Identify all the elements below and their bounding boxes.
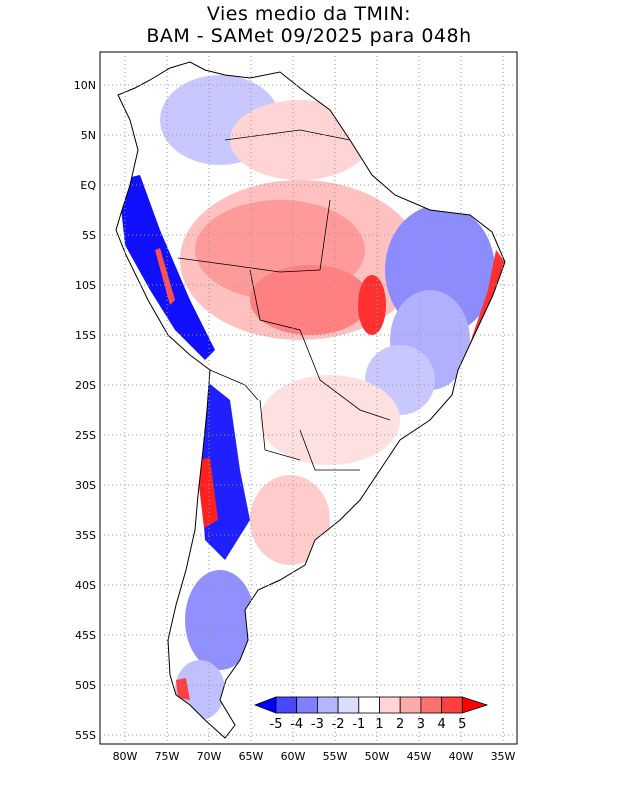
x-tick: 45W (407, 750, 432, 763)
y-tick: 20S (75, 379, 96, 392)
colorbar-label: 3 (417, 717, 425, 732)
x-tick: 70W (197, 750, 222, 763)
colorbar-swatch (316, 696, 339, 714)
y-tick: 30S (75, 479, 96, 492)
y-tick: EQ (80, 179, 96, 192)
y-tick: 50S (75, 679, 96, 692)
y-tick: 15S (75, 329, 96, 342)
x-tick: 80W (113, 750, 138, 763)
x-tick: 55W (323, 750, 348, 763)
x-axis: 80W 75W 70W 65W 60W 55W 50W 45W 40W 35W (113, 750, 516, 763)
colorbar-label: 2 (396, 717, 404, 732)
x-tick: 40W (449, 750, 474, 763)
colorbar-label: 5 (458, 717, 466, 732)
colorbar-label: -1 (352, 717, 365, 732)
colorbar-swatch (420, 696, 442, 714)
colorbar-label: 1 (375, 717, 383, 732)
map-title-line1: Vies medio da TMIN: (206, 3, 412, 25)
colorbar-swatch (296, 696, 318, 714)
y-tick: 10N (74, 79, 96, 92)
colorbar-label: -3 (311, 717, 324, 732)
colorbar-swatch (441, 696, 463, 714)
y-tick: 25S (75, 429, 96, 442)
colorbar-swatch (337, 696, 360, 714)
y-tick: 5N (81, 129, 96, 142)
colorbar-swatch (379, 696, 401, 714)
y-tick: 35S (75, 529, 96, 542)
colorbar-swatch (358, 696, 380, 714)
y-tick: 45S (75, 629, 96, 642)
x-tick: 35W (491, 750, 516, 763)
colorbar-label: -4 (290, 717, 303, 732)
x-tick: 65W (239, 750, 264, 763)
colorbar-label: -5 (270, 717, 283, 732)
x-tick: 60W (281, 750, 306, 763)
colorbar-label: 4 (437, 717, 445, 732)
map-title-line2: BAM - SAMet 09/2025 para 048h (146, 25, 472, 47)
colorbar-label: -2 (332, 717, 345, 732)
colorbar-swatch (275, 696, 298, 714)
colorbar: -5 -4 -3 -2 -1 1 2 3 4 5 (253, 696, 489, 732)
colorbar-swatch (461, 696, 489, 714)
x-tick: 75W (155, 750, 180, 763)
y-tick: 55S (75, 729, 96, 742)
colorbar-swatch (399, 696, 422, 714)
gridlines (100, 52, 517, 744)
y-tick: 10S (75, 279, 96, 292)
y-axis: 10N 5N EQ 5S 10S 15S 20S 25S 30S 35S 40S… (74, 79, 97, 742)
y-tick: 40S (75, 579, 96, 592)
x-tick: 50W (365, 750, 390, 763)
y-tick: 5S (82, 229, 96, 242)
